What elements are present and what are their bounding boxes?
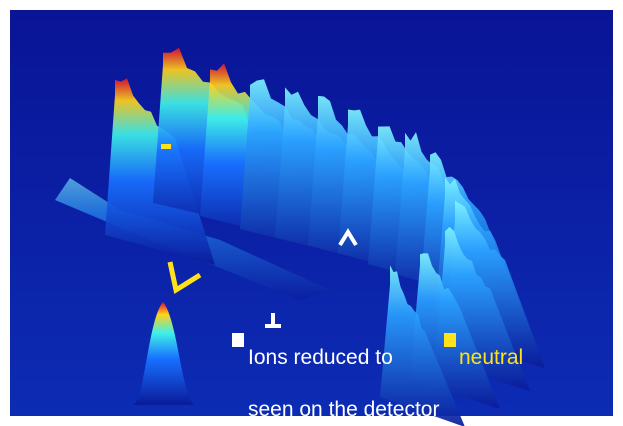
annotation-highlight: neutral — [459, 346, 523, 369]
glyph-icon — [232, 333, 244, 347]
annotation: Ions reduced to — [248, 346, 393, 369]
marker-dash — [161, 144, 171, 149]
figure: Ions reduced to neutral seen on the dete… — [0, 0, 623, 426]
annotation: seen on the detector — [248, 398, 439, 421]
page: Ions reduced to neutral seen on the dete… — [0, 0, 623, 426]
glyph-icon — [444, 333, 456, 347]
